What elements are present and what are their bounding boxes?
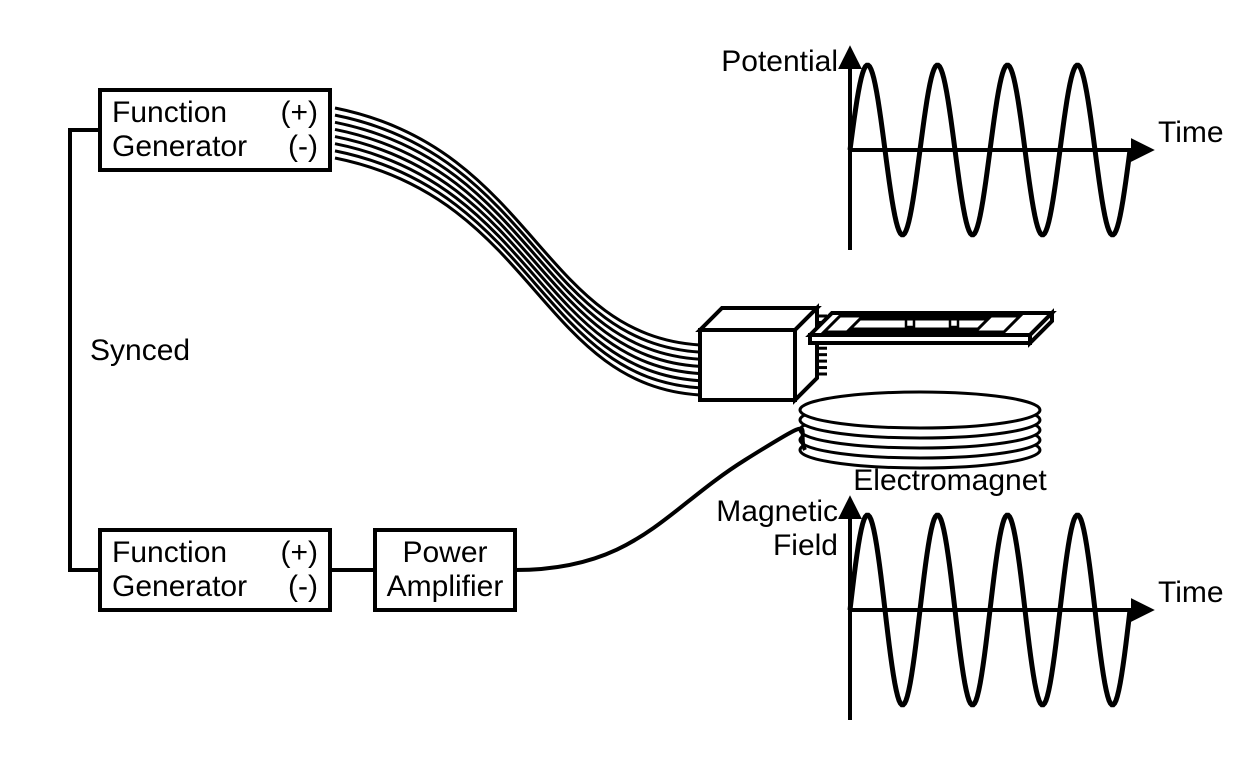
connector bbox=[700, 308, 827, 400]
svg-text:Power: Power bbox=[402, 536, 487, 569]
svg-text:Magnetic: Magnetic bbox=[716, 495, 838, 528]
svg-text:(+): (+) bbox=[281, 96, 319, 129]
svg-text:Generator: Generator bbox=[112, 130, 247, 163]
svg-text:Function: Function bbox=[112, 96, 227, 129]
ribbon-cable bbox=[335, 108, 700, 395]
svg-text:(-): (-) bbox=[288, 570, 318, 603]
func_gen_bot: FunctionGenerator (+)(-) bbox=[100, 530, 330, 610]
plot_bot: Time MagneticField bbox=[716, 495, 1223, 720]
svg-text:Amplifier: Amplifier bbox=[387, 570, 504, 603]
svg-text:Time: Time bbox=[1158, 576, 1224, 609]
svg-text:Function: Function bbox=[112, 536, 227, 569]
svg-text:Field: Field bbox=[773, 529, 838, 562]
svg-text:Potential: Potential bbox=[721, 45, 838, 78]
svg-text:Generator: Generator bbox=[112, 570, 247, 603]
func_gen_top: FunctionGenerator (+)(-) bbox=[100, 90, 330, 170]
svg-text:Time: Time bbox=[1158, 116, 1224, 149]
svg-text:(+): (+) bbox=[281, 536, 319, 569]
power-amplifier: PowerAmplifier bbox=[375, 530, 515, 610]
device bbox=[810, 313, 1052, 343]
electromagnet-coil bbox=[800, 392, 1040, 468]
synced-label: Synced bbox=[90, 334, 190, 367]
plot_top: Time Potential bbox=[721, 45, 1223, 250]
electromagnet-label: Electromagnet bbox=[853, 464, 1047, 497]
svg-text:(-): (-) bbox=[288, 130, 318, 163]
